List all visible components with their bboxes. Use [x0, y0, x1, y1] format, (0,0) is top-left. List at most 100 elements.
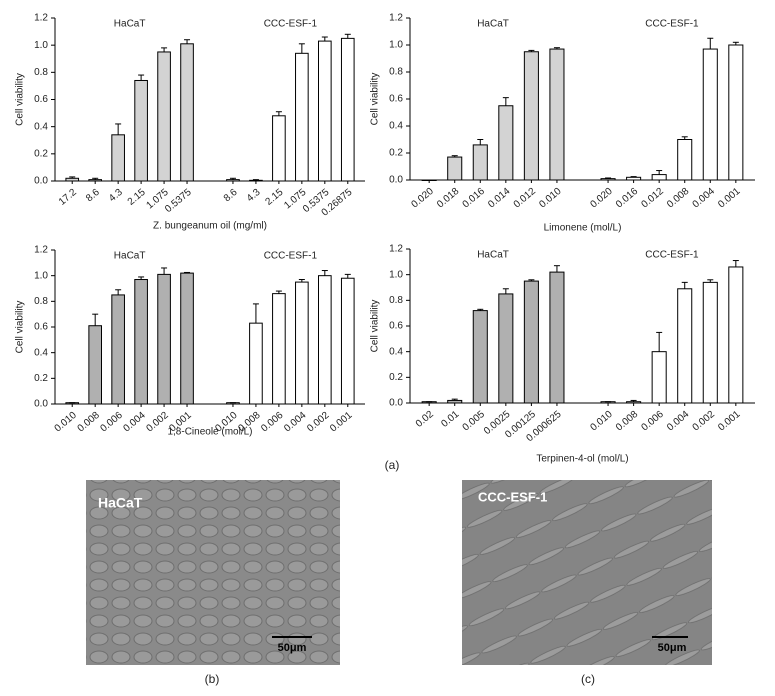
bar: [472, 310, 488, 404]
x-tick-label: 0.010: [588, 409, 615, 434]
y-tick-label: 0.6: [389, 321, 403, 332]
bar: [523, 51, 539, 181]
x-tick-label: 0.010: [537, 186, 564, 211]
y-tick-label: 0.4: [34, 347, 48, 358]
y-tick-label: 1.2: [34, 13, 48, 24]
bar: [180, 272, 194, 405]
y-tick-label: 1.0: [389, 40, 403, 51]
bar: [651, 351, 667, 404]
bar: [272, 115, 286, 182]
micrograph: CCC-ESF-1 50μm: [462, 480, 712, 665]
bar: [226, 179, 240, 182]
bar: [295, 52, 309, 182]
bar: [134, 279, 148, 405]
bar: [157, 51, 171, 182]
x-tick-label: 0.012: [640, 186, 667, 211]
bar: [626, 176, 642, 181]
x-axis-label: 1,8-Cineole (mol/L): [167, 427, 252, 438]
bar: [180, 43, 194, 182]
group-label: CCC-ESF-1: [645, 250, 699, 261]
panel-label: (c): [581, 672, 595, 686]
y-axis-label: Cell viability: [15, 301, 26, 354]
x-tick-label: 0.016: [461, 186, 488, 211]
bar: [549, 271, 565, 404]
bar: [651, 174, 667, 181]
y-axis-label: Cell viability: [15, 73, 26, 126]
x-axis-label: Limonene (mol/L): [544, 223, 622, 234]
x-tick-label: 0.01: [439, 409, 461, 430]
y-tick-label: 0.0: [34, 176, 48, 187]
bar: [447, 156, 463, 181]
bar: [88, 325, 102, 405]
bar: [134, 79, 148, 182]
y-axis-label: Cell viability: [370, 73, 381, 126]
y-axis-label: Cell viability: [370, 300, 381, 353]
panel-label: (b): [205, 672, 220, 686]
bar: [600, 178, 616, 181]
bar: [318, 40, 332, 182]
y-tick-label: 0.0: [389, 175, 403, 186]
y-tick-label: 0.4: [389, 346, 403, 357]
group-label: HaCaT: [114, 19, 146, 30]
x-tick-label: 0.004: [282, 410, 309, 435]
x-tick-label: 0.02: [414, 409, 436, 430]
bar: [549, 48, 565, 181]
y-tick-label: 1.2: [389, 13, 403, 24]
x-tick-label: 0.008: [665, 186, 692, 211]
panel-label: (a): [385, 458, 400, 472]
bar: [728, 44, 744, 181]
y-tick-label: 0.6: [34, 322, 48, 333]
y-tick-label: 1.0: [34, 40, 48, 51]
bar: [498, 293, 514, 404]
x-tick-label: 0.001: [716, 186, 743, 211]
bar: [498, 105, 514, 181]
x-tick-label: 0.006: [259, 410, 286, 435]
bar: [677, 139, 693, 181]
group-label: CCC-ESF-1: [264, 19, 318, 30]
x-tick-label: 0.004: [665, 409, 692, 434]
y-tick-label: 0.8: [34, 296, 48, 307]
x-tick-label: 0.006: [640, 409, 667, 434]
x-tick-label: 0.5375: [163, 187, 194, 215]
y-tick-label: 1.2: [389, 244, 403, 255]
y-tick-label: 0.8: [389, 67, 403, 78]
bar: [523, 280, 539, 404]
y-tick-label: 0.6: [389, 94, 403, 105]
x-tick-label: 0.016: [614, 186, 641, 211]
y-tick-label: 0.2: [389, 148, 403, 159]
x-tick-label: 0.008: [614, 409, 641, 434]
x-tick-label: 0.002: [691, 409, 718, 434]
x-tick-label: 0.020: [410, 186, 437, 211]
bar: [249, 322, 263, 405]
x-tick-label: 4.3: [107, 187, 125, 205]
y-tick-label: 0.0: [34, 399, 48, 410]
x-tick-label: 0.001: [716, 409, 743, 434]
y-tick-label: 0.6: [34, 94, 48, 105]
group-label: HaCaT: [114, 251, 146, 262]
bar: [340, 277, 355, 405]
image-label: HaCaT: [98, 495, 143, 511]
x-tick-label: 0.004: [121, 410, 148, 435]
x-tick-label: 8.6: [84, 187, 102, 205]
bar: [111, 134, 125, 182]
group-label: HaCaT: [477, 19, 509, 30]
y-tick-label: 0.8: [389, 295, 403, 306]
group-label: CCC-ESF-1: [264, 251, 318, 262]
bar: [249, 179, 263, 182]
y-tick-label: 0.4: [389, 121, 403, 132]
x-tick-label: 0.002: [305, 410, 332, 435]
y-tick-label: 1.0: [34, 270, 48, 281]
x-tick-label: 8.6: [222, 187, 240, 205]
y-tick-label: 0.2: [34, 148, 48, 159]
bar: [340, 37, 355, 182]
x-tick-label: 0.001: [328, 410, 355, 435]
x-tick-label: 0.008: [76, 410, 103, 435]
x-tick-label: 0.012: [512, 186, 539, 211]
group-label: HaCaT: [477, 250, 509, 261]
x-tick-label: 0.004: [691, 186, 718, 211]
bar: [472, 144, 488, 181]
bar: [728, 266, 744, 404]
y-tick-label: 0.2: [34, 373, 48, 384]
x-axis-label: Terpinen-4-ol (mol/L): [536, 454, 628, 465]
x-tick-label: 4.3: [245, 187, 263, 205]
